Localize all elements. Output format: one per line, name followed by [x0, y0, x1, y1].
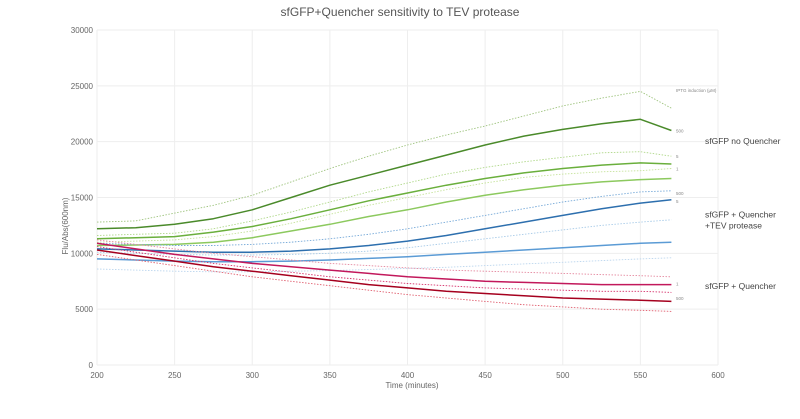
x-tick-label: 350 — [323, 371, 337, 380]
x-tick-label: 200 — [90, 371, 104, 380]
series-end-label: 500 — [676, 296, 684, 301]
tick-labels: 200 250 300 350 400 450 500 550 6000500010000150… — [71, 26, 725, 380]
group-label: sfGFP + Quencher +TEV protease — [705, 210, 776, 231]
y-tick-label: 25000 — [71, 82, 94, 91]
x-tick-label: 450 — [478, 371, 492, 380]
y-tick-label: 0 — [89, 361, 94, 370]
group-label-line: sfGFP + Quencher — [705, 210, 776, 220]
y-tick-label: 10000 — [71, 249, 94, 258]
y-tick-label: 15000 — [71, 194, 94, 203]
x-tick-label: 250 — [168, 371, 182, 380]
series-group — [96, 90, 672, 312]
series-line-11 — [96, 239, 672, 278]
series-line-12 — [96, 242, 672, 286]
y-tick-label: 20000 — [71, 138, 94, 147]
series-line-6 — [96, 190, 672, 246]
series-end-label: 1 — [676, 166, 679, 171]
x-tick-label: 550 — [634, 371, 648, 380]
group-label-line: +TEV protease — [705, 221, 762, 231]
x-tick-label: 400 — [401, 371, 415, 380]
series-line-10 — [96, 257, 672, 273]
x-tick-label: 500 — [556, 371, 570, 380]
group-label-line: sfGFP + Quencher — [705, 281, 776, 291]
series-line-14 — [96, 249, 672, 303]
series-line-2 — [96, 151, 672, 236]
y-axis-label: Flu/Abs(600nm) — [61, 197, 70, 254]
series-end-label: 5 — [676, 154, 679, 159]
y-tick-label: 5000 — [75, 305, 93, 314]
series-end-label: 500 — [676, 129, 684, 134]
series-line-8 — [96, 219, 672, 256]
grid — [96, 29, 719, 366]
y-tick-label: 30000 — [71, 26, 94, 35]
series-line-5 — [96, 177, 672, 247]
legend-note: IPTG induction (μM) — [676, 88, 717, 93]
x-tick-label: 600 — [711, 371, 725, 380]
group-label: sfGFP no Quencher — [705, 136, 781, 146]
x-axis-label: Time (minutes) — [385, 381, 438, 390]
series-end-label: 5 — [676, 199, 679, 204]
series-line-4 — [96, 168, 672, 243]
series-line-3 — [96, 162, 672, 240]
group-label-line: sfGFP no Quencher — [705, 136, 781, 146]
x-tick-label: 300 — [246, 371, 260, 380]
series-end-labels: 500 5 1 500 5 1 500 — [676, 129, 684, 302]
series-line-0 — [96, 90, 672, 223]
chart-title: sfGFP+Quencher sensitivity to TEV protea… — [281, 5, 520, 19]
series-end-label: 1 — [676, 281, 679, 286]
series-line-9 — [96, 241, 672, 263]
series-line-7 — [96, 198, 672, 253]
group-label: sfGFP + Quencher — [705, 281, 776, 291]
series-line-1 — [96, 118, 672, 230]
series-end-label: 500 — [676, 191, 684, 196]
